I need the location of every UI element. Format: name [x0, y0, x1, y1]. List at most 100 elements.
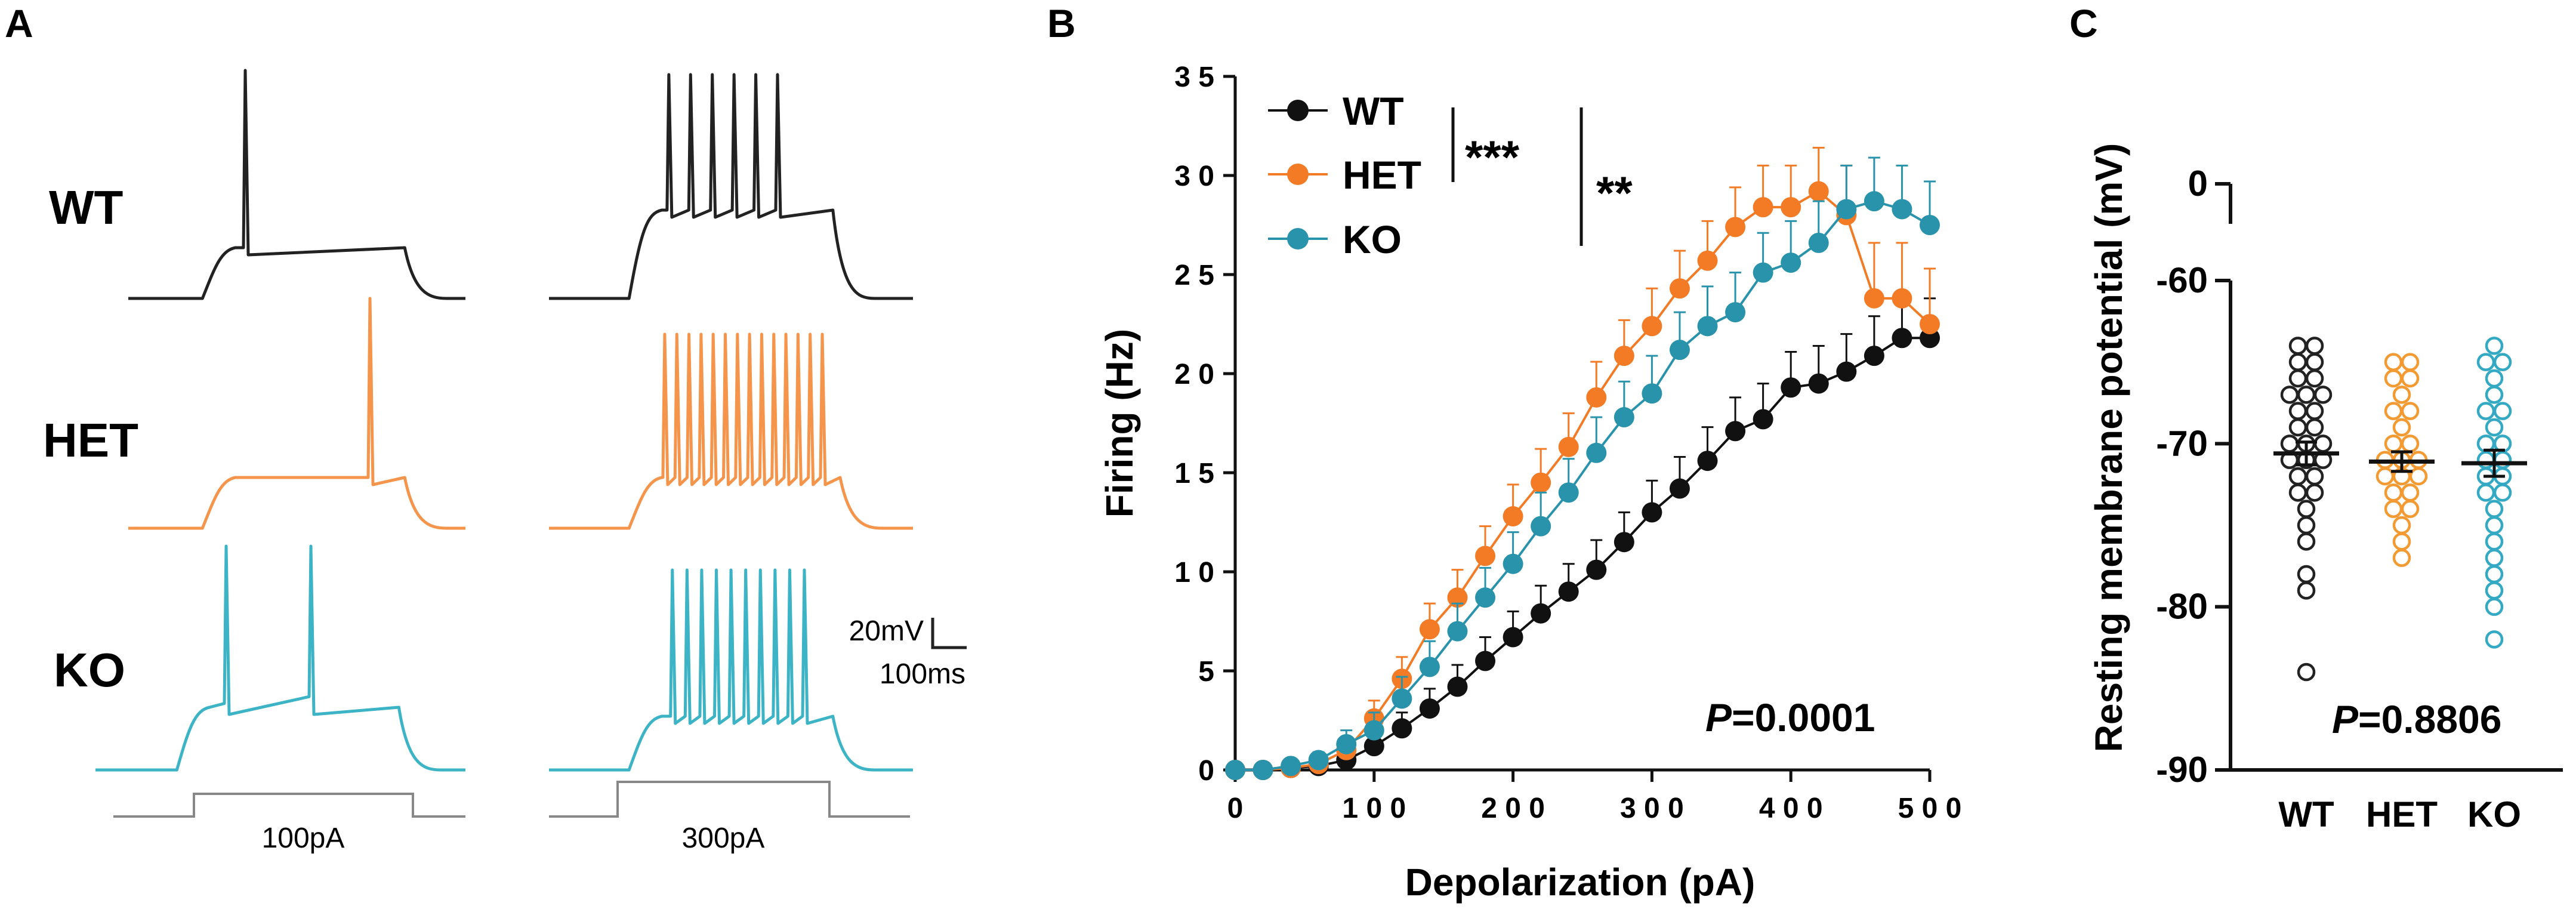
scale-bar-voltage-label: 20mV: [849, 615, 924, 647]
c-x-label-het: HET: [2366, 794, 2438, 834]
c-point-wt: [2288, 418, 2307, 437]
c-point-het: [2401, 369, 2420, 388]
c-point-ko: [2476, 483, 2495, 502]
b-legend-marker: [1287, 164, 1309, 185]
b-point-wt: [1864, 346, 1884, 366]
c-point-ko: [2476, 451, 2495, 469]
b-point-wt: [1586, 559, 1607, 580]
row-label-het: HET: [43, 414, 138, 467]
b-y-tick-label: 1 5: [1174, 458, 1214, 489]
c-point-ko: [2493, 483, 2512, 502]
b-point-het: [1586, 387, 1607, 408]
c-point-wt: [2288, 369, 2307, 388]
b-point-ko: [1725, 302, 1746, 323]
panel-c-letter: C: [2069, 1, 2098, 45]
b-point-wt: [1392, 718, 1412, 739]
b-point-ko: [1475, 587, 1496, 608]
b-point-ko: [1614, 407, 1634, 428]
b-x-tick-label: 0: [1227, 793, 1244, 824]
b-point-wt: [1808, 373, 1829, 394]
c-point-ko: [2485, 549, 2504, 567]
b-point-ko: [1920, 215, 1940, 235]
c-point-wt: [2297, 500, 2316, 518]
c-x-label-wt: WT: [2278, 794, 2334, 834]
c-x-label-ko: KO: [2467, 794, 2521, 834]
b-y-tick-label: 2 5: [1174, 260, 1214, 291]
c-group-ko: [2461, 337, 2527, 649]
c-point-het: [2392, 516, 2411, 535]
c-point-het: [2392, 418, 2411, 437]
b-point-het: [1781, 197, 1801, 218]
b-y-tick-label: 2 0: [1174, 359, 1214, 390]
c-point-wt: [2288, 337, 2307, 355]
b-sig-stars-het: ***: [1465, 131, 1520, 183]
b-point-het: [1558, 436, 1579, 457]
c-point-het: [2401, 435, 2420, 453]
b-y-tick-label: 5: [1198, 656, 1214, 688]
b-point-het: [1697, 250, 1718, 271]
c-p-value: P=0.8806: [2332, 697, 2501, 741]
scale-bar-time-label: 100ms: [880, 658, 965, 690]
b-point-wt: [1475, 651, 1496, 671]
b-point-ko: [1419, 657, 1440, 677]
b-point-het: [1920, 314, 1940, 334]
b-point-het: [1531, 472, 1551, 493]
c-point-wt: [2288, 402, 2307, 420]
b-point-wt: [1558, 581, 1579, 602]
b-series-layer: [1225, 147, 1940, 780]
c-point-ko: [2485, 532, 2504, 551]
c-point-ko: [2485, 630, 2504, 649]
c-point-ko: [2485, 386, 2504, 404]
b-legend-label: KO: [1343, 217, 1402, 261]
c-point-het: [2384, 483, 2403, 502]
trace-ko-300pa: [549, 568, 913, 772]
b-point-het: [1419, 619, 1440, 640]
b-point-wt: [1531, 603, 1551, 624]
row-label-ko: KO: [54, 643, 125, 697]
b-x-tick-label: 4 0 0: [1759, 793, 1823, 824]
c-point-het: [2384, 369, 2403, 388]
b-point-wt: [1697, 451, 1718, 472]
c-y-tick-label: -80: [2156, 587, 2208, 627]
b-point-wt: [1503, 627, 1523, 648]
trace-wt-300pa: [549, 73, 913, 300]
stim-step-100pa: [113, 793, 465, 818]
b-point-wt: [1836, 361, 1857, 382]
b-point-wt: [1669, 478, 1690, 499]
c-point-wt: [2305, 337, 2324, 355]
c-p-number: =0.8806: [2358, 697, 2501, 741]
c-point-wt: [2288, 353, 2307, 371]
c-point-het: [2384, 402, 2403, 420]
trace-ko-100pa: [95, 544, 465, 772]
c-groups-layer: [2273, 337, 2527, 682]
c-point-wt: [2313, 386, 2333, 404]
c-point-wt: [2280, 435, 2299, 453]
b-point-ko: [1697, 316, 1718, 337]
b-point-wt: [1781, 377, 1801, 398]
c-group-wt: [2273, 337, 2339, 682]
b-point-ko: [1447, 621, 1468, 642]
b-point-ko: [1642, 383, 1662, 404]
c-point-wt: [2297, 532, 2316, 551]
b-y-tick-label: 3 0: [1174, 161, 1214, 192]
c-point-het: [2392, 386, 2411, 404]
b-point-ko: [1808, 232, 1829, 253]
b-legend-marker: [1287, 100, 1309, 121]
c-point-het: [2384, 500, 2403, 518]
b-point-ko: [1531, 516, 1551, 537]
b-point-wt: [1892, 328, 1912, 349]
b-point-ko: [1753, 262, 1773, 283]
b-point-ko: [1252, 760, 1273, 780]
b-legend: WT HET KO: [1268, 89, 1421, 261]
c-point-het: [2392, 549, 2411, 567]
b-legend-label: WT: [1343, 89, 1404, 133]
b-point-wt: [1642, 502, 1662, 523]
c-point-ko: [2485, 565, 2504, 584]
c-point-het: [2401, 402, 2420, 420]
b-x-tick-label: 5 0 0: [1898, 793, 1962, 824]
b-point-ko: [1558, 482, 1579, 503]
trace-het-300pa: [549, 332, 913, 530]
c-point-wt: [2297, 581, 2316, 600]
c-point-het: [2409, 467, 2428, 486]
b-point-ko: [1308, 750, 1329, 771]
